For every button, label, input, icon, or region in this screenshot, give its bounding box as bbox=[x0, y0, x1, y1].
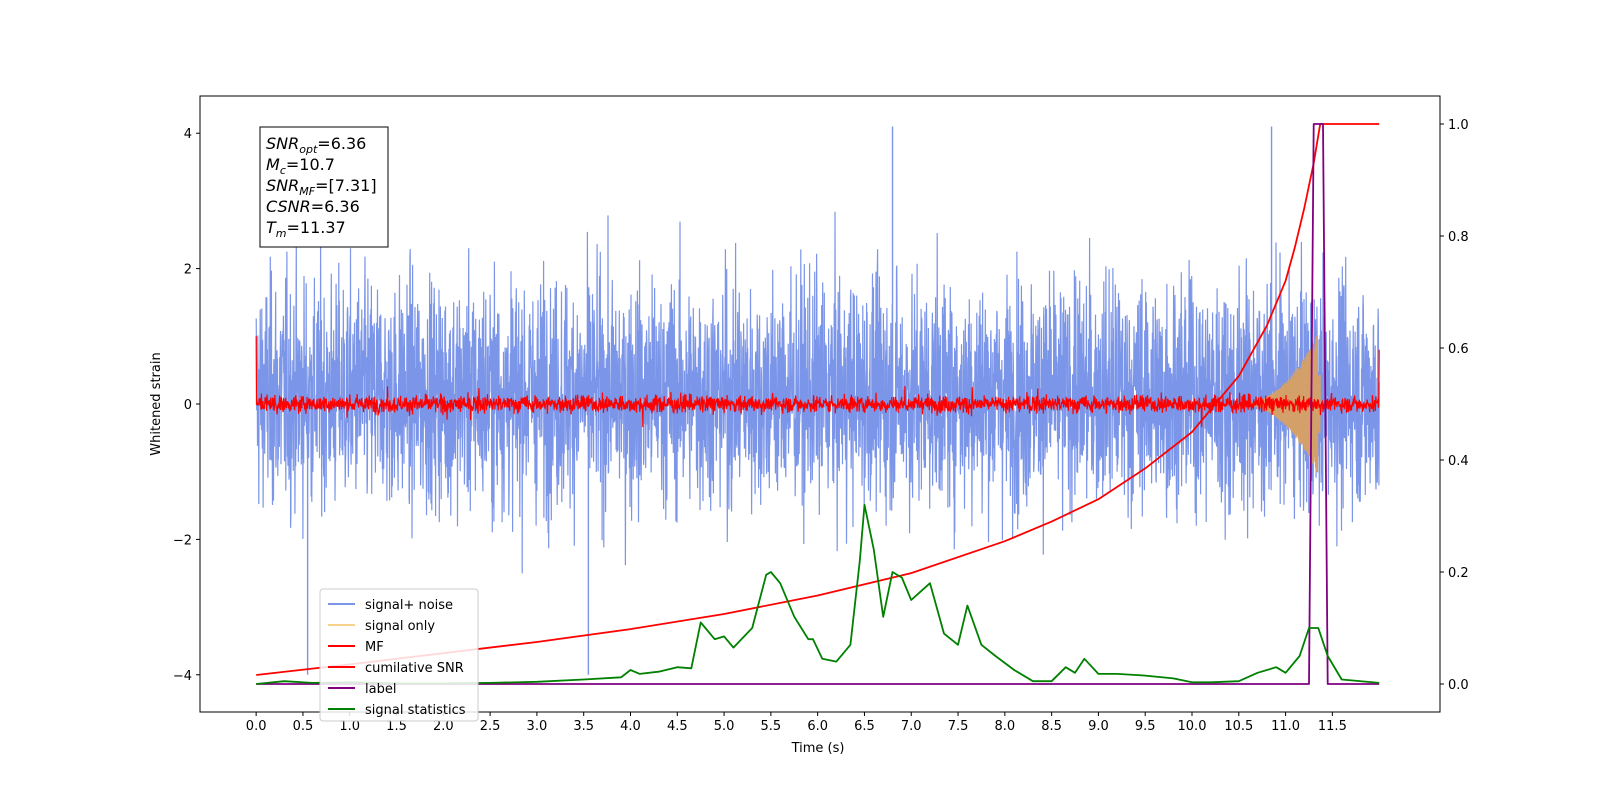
x-tick-label: 6.5 bbox=[854, 719, 875, 734]
x-tick-label: 5.5 bbox=[761, 719, 782, 734]
x-tick-label: 8.5 bbox=[1041, 719, 1062, 734]
signal-noise-line bbox=[255, 211, 1380, 574]
x-tick-label: 1.0 bbox=[339, 719, 360, 734]
x-tick-label: 3.5 bbox=[573, 719, 594, 734]
x-tick-label: 5.0 bbox=[714, 719, 735, 734]
signal-statistics-line bbox=[256, 503, 1380, 685]
legend-label-2: MF bbox=[365, 640, 384, 655]
x-tick-label: 4.5 bbox=[667, 719, 688, 734]
y-tick-label: 4 bbox=[184, 127, 192, 142]
legend-label-3: cumilative SNR bbox=[365, 661, 464, 676]
legend-item: signal statistics bbox=[328, 703, 466, 718]
info-box: SNRopt=6.36 Mc=10.7 SNRMF=[7.31] CSNR=6.… bbox=[259, 126, 389, 248]
x-tick-label: 0.5 bbox=[293, 719, 314, 734]
info-csnr: CSNR=6.36 bbox=[266, 197, 360, 216]
info-snr-mf: SNRMF=[7.31] bbox=[266, 176, 377, 198]
x-tick-label: 1.5 bbox=[386, 719, 407, 734]
legend-label-0: signal+ noise bbox=[365, 598, 453, 613]
x-tick-label: 2.0 bbox=[433, 719, 454, 734]
x-tick-label: 3.0 bbox=[527, 719, 548, 734]
x-tick-label: 8.0 bbox=[994, 719, 1015, 734]
legend-label-4: label bbox=[365, 682, 396, 697]
x-tick-label: 9.5 bbox=[1135, 719, 1156, 734]
x-tick-label: 7.5 bbox=[948, 719, 969, 734]
y2-tick-label: 0.8 bbox=[1448, 230, 1469, 245]
y2-tick-label: 0.6 bbox=[1448, 342, 1469, 357]
y-tick-label: 0 bbox=[184, 398, 192, 413]
x-tick-label: 11.5 bbox=[1318, 719, 1347, 734]
y-tick-label: −4 bbox=[173, 669, 192, 684]
legend: signal+ noise signal only MF cumilative … bbox=[319, 588, 479, 722]
y2-tick-label: 0.2 bbox=[1448, 566, 1469, 581]
x-axis-label: Time (s) bbox=[791, 741, 845, 756]
legend-label-5: signal statistics bbox=[365, 703, 466, 718]
y-tick-label: 2 bbox=[184, 263, 192, 278]
legend-item: label bbox=[328, 682, 396, 697]
x-tick-label: 11.0 bbox=[1271, 719, 1300, 734]
x-tick-label: 9.0 bbox=[1088, 719, 1109, 734]
x-tick-label: 7.0 bbox=[901, 719, 922, 734]
legend-frame bbox=[319, 588, 479, 722]
y-tick-label: −2 bbox=[173, 533, 192, 548]
mf-line bbox=[255, 336, 1380, 428]
info-tm: Tm=11.37 bbox=[266, 218, 346, 240]
legend-item: signal+ noise bbox=[328, 598, 453, 613]
y2-tick-label: 0.0 bbox=[1448, 678, 1469, 693]
y2-tick-label: 0.4 bbox=[1448, 454, 1469, 469]
x-tick-label: 10.5 bbox=[1224, 719, 1253, 734]
x-tick-label: 2.5 bbox=[480, 719, 501, 734]
legend-item: signal only bbox=[328, 619, 435, 634]
label-line bbox=[256, 123, 1380, 685]
legend-item: MF bbox=[328, 640, 384, 655]
legend-item: cumilative SNR bbox=[328, 661, 464, 676]
series-layer bbox=[255, 123, 1380, 685]
info-mc: Mc=10.7 bbox=[266, 155, 335, 177]
info-snr-opt: SNRopt=6.36 bbox=[266, 134, 366, 156]
y-axis-label: Whitened strain bbox=[149, 352, 164, 455]
x-tick-label: 4.0 bbox=[620, 719, 641, 734]
x-tick-label: 6.0 bbox=[807, 719, 828, 734]
legend-label-1: signal only bbox=[365, 619, 435, 634]
x-tick-label: 10.0 bbox=[1178, 719, 1207, 734]
info-box-frame bbox=[259, 126, 389, 248]
cumilative-snr-line bbox=[256, 123, 1380, 676]
y2-tick-label: 1.0 bbox=[1448, 118, 1469, 133]
ticks-layer: 0.0 0.5 1.0 1.5 2.0 2.5 3.0 3.5 4.0 4.5 5.0 5.5 6.0 6… bbox=[173, 118, 1469, 734]
x-tick-label: 0.0 bbox=[246, 719, 267, 734]
